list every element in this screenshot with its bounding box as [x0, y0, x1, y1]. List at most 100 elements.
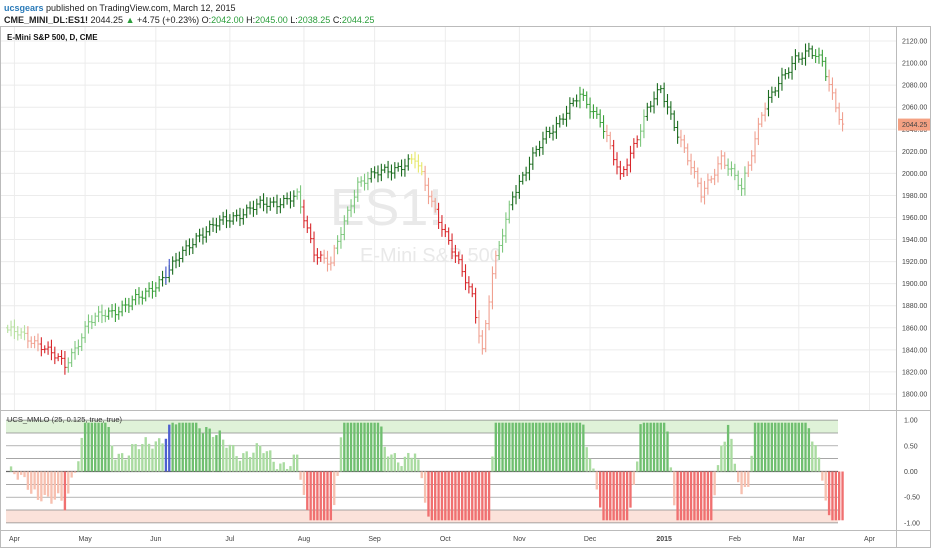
ohlc-bar: [90, 315, 94, 330]
indicator-bar: [94, 422, 97, 472]
ohlc-bar: [447, 227, 451, 245]
indicator-bar: [262, 453, 265, 472]
indicator-bar: [592, 468, 595, 472]
ohlc-bar: [733, 163, 737, 181]
ohlc-bar: [83, 321, 87, 343]
price-tick-label: 2000.00: [902, 171, 927, 178]
ohlc-bar: [16, 326, 20, 341]
indicator-bar: [649, 422, 652, 472]
ohlc-bar: [780, 67, 784, 91]
ohlc-bar: [386, 160, 390, 179]
indicator-bar: [730, 438, 733, 472]
indicator-bar: [242, 453, 245, 472]
indicator-bar: [824, 471, 827, 501]
ohlc-bar: [228, 214, 232, 228]
ohlc-bar: [474, 287, 478, 324]
indicator-bar: [524, 422, 528, 472]
author-link[interactable]: ucsgears: [4, 3, 44, 13]
ohlc-bar: [436, 202, 441, 229]
indicator-bar: [306, 471, 309, 511]
ohlc-bar: [665, 94, 670, 115]
price-axis[interactable]: 2120.002100.002080.002060.002040.002020.…: [898, 39, 930, 399]
symbol-label[interactable]: CME_MINI_DL:ES1!: [4, 15, 89, 25]
indicator-bar: [659, 422, 662, 472]
ohlc-bar: [490, 266, 495, 310]
ohlc-bar: [480, 330, 484, 355]
ohlc-bar: [608, 131, 612, 150]
chart-header: ucsgears published on TradingView.com, M…: [4, 2, 374, 26]
last-price-tag: [898, 118, 930, 131]
ohlc-bar: [500, 228, 505, 253]
ohlc-bar: [433, 197, 437, 213]
indicator-bar: [43, 471, 46, 495]
ohlc-bar: [682, 134, 686, 154]
ohlc-bar: [66, 357, 70, 373]
price-pane[interactable]: ES1! E-Mini S&P 500 E-Mini S&P 500, D, C…: [1, 27, 930, 410]
ohlc-bar: [376, 165, 380, 183]
indicator-bar: [403, 456, 407, 472]
indicator-pane[interactable]: UCS_MMLO (25, 0.125, true, true) 1.00 0.5…: [6, 415, 920, 527]
indicator-bar: [363, 422, 366, 472]
indicator-bar: [750, 455, 753, 472]
indicator-tick-label: 0.50: [904, 443, 918, 450]
indicator-bar: [622, 471, 625, 521]
indicator-bar: [467, 471, 471, 521]
overbought-band: [6, 420, 838, 433]
indicator-bar: [393, 453, 396, 472]
indicator-bar: [417, 459, 420, 472]
indicator-bar: [723, 441, 726, 472]
indicator-bar: [336, 471, 339, 476]
last-price-text: 2044.25: [90, 15, 124, 25]
indicator-axis[interactable]: 1.00 0.50 0.00 -0.50 -1.00: [904, 418, 920, 528]
indicator-bar: [716, 465, 720, 472]
indicator-bar: [652, 422, 656, 472]
low-value: 2038.25: [297, 15, 331, 25]
ohlc-bar: [605, 124, 609, 143]
indicator-bar: [77, 461, 80, 472]
indicator-bar: [669, 467, 673, 472]
indicator-bar: [679, 471, 683, 521]
indicator-bar: [518, 422, 521, 472]
ohlc-bar: [713, 168, 717, 186]
indicator-bar: [13, 471, 16, 475]
indicator-bar: [561, 422, 565, 472]
indicator-bar: [686, 471, 689, 521]
ohlc-bar: [224, 209, 229, 229]
indicator-bar: [275, 469, 279, 472]
indicator-bar: [36, 471, 40, 500]
ohlc-bar: [426, 177, 431, 205]
indicator-bar: [642, 422, 646, 472]
time-tick-label: Nov: [513, 536, 526, 543]
ohlc-bar: [675, 120, 680, 144]
indicator-bar: [353, 422, 356, 472]
time-tick-label: Jun: [150, 536, 161, 543]
ohlc-bar: [96, 306, 101, 323]
ohlc-bar: [59, 350, 64, 365]
ohlc-bar: [830, 77, 835, 100]
indicator-bar: [457, 471, 460, 521]
ohlc-bar: [218, 215, 222, 231]
ohlc-bar: [645, 102, 649, 121]
price-tick-label: 1880.00: [902, 303, 927, 310]
ohlc-bar: [171, 256, 175, 275]
indicator-bar: [760, 422, 763, 472]
ohlc-bar: [561, 113, 565, 125]
ohlc-bar: [527, 156, 532, 181]
ohlc-bar: [352, 189, 357, 214]
indicator-bar: [164, 438, 168, 472]
high-value: 2045.00: [255, 15, 288, 25]
ohlc-bar: [487, 295, 491, 331]
indicator-bar: [144, 437, 147, 472]
indicator-bar: [87, 422, 90, 472]
indicator-bar: [585, 447, 588, 472]
ohlc-bar: [245, 204, 249, 219]
ohlc-bar: [460, 254, 464, 277]
indicator-bar: [117, 453, 120, 472]
indicator-bar: [63, 471, 67, 511]
time-axis[interactable]: Apr May Jun Jul Aug Sep Oct Nov Dec 2015 Feb Mar Apr: [9, 536, 876, 543]
indicator-bar: [282, 462, 285, 472]
indicator-bar: [80, 437, 83, 472]
ohlc-bar: [160, 270, 165, 287]
ohlc-bar: [686, 143, 690, 166]
